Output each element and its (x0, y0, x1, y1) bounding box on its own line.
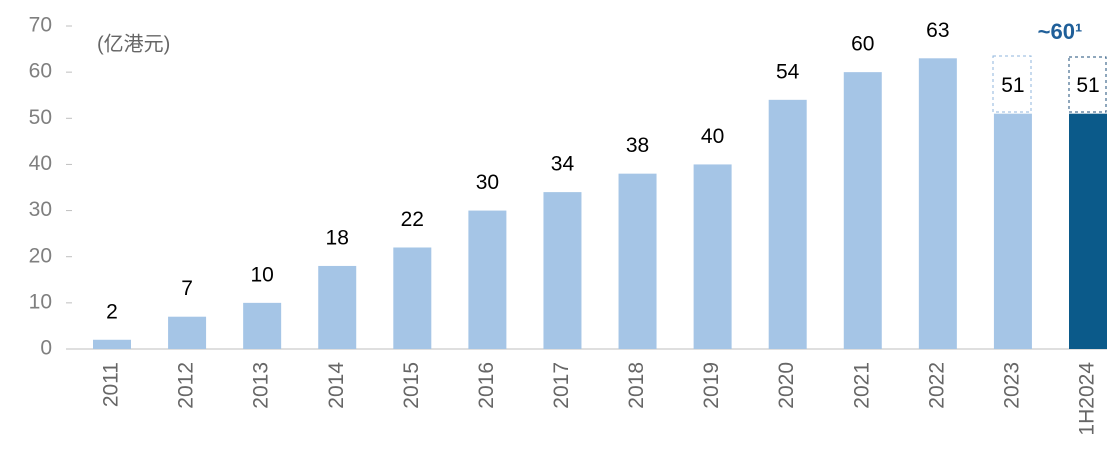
value-label: 40 (701, 125, 724, 148)
bar (243, 302, 282, 349)
bar (618, 173, 657, 349)
bar (693, 164, 732, 349)
bar (993, 113, 1032, 350)
value-label: 34 (551, 153, 575, 176)
value-label: 18 (326, 226, 349, 249)
x-tick-label: 2019 (700, 362, 723, 409)
x-tick-label: 2015 (400, 362, 423, 409)
value-label: 30 (476, 171, 499, 194)
x-tick-label: 2017 (550, 362, 573, 409)
estimate-box (992, 55, 1032, 113)
x-tick-label: 2023 (1000, 362, 1023, 409)
value-label: 38 (626, 134, 649, 157)
value-label: 7 (181, 277, 193, 300)
x-tick-label: 2018 (625, 362, 648, 409)
y-tick-label: 60 (29, 60, 52, 83)
y-tick-label: 20 (29, 244, 52, 267)
x-tick-label: 2012 (175, 362, 198, 409)
bar (918, 58, 957, 350)
x-tick-label: 2011 (100, 362, 123, 407)
unit-label: (亿港元) (97, 32, 170, 55)
value-label: 22 (401, 208, 424, 231)
y-tick-label: 70 (29, 14, 52, 37)
bar (393, 247, 432, 349)
y-tick-label: 40 (29, 152, 52, 175)
bar (1069, 113, 1107, 350)
x-tick-label: 2022 (925, 362, 948, 409)
y-tick-label: 0 (40, 337, 52, 360)
bar (543, 192, 582, 349)
x-tick-label: 1H2024 (1076, 362, 1099, 436)
annotation: ~60¹ (1038, 19, 1083, 44)
value-label: 2 (106, 300, 118, 323)
value-label: 54 (776, 60, 800, 83)
bar (768, 99, 807, 349)
x-tick-label: 2020 (775, 362, 798, 409)
value-label: 63 (926, 19, 949, 42)
value-label: 10 (250, 263, 273, 286)
value-label: 51 (1001, 74, 1024, 97)
value-label: 51 (1076, 74, 1099, 97)
x-tick-label: 2016 (475, 362, 498, 409)
bar (318, 265, 357, 349)
y-tick-label: 30 (29, 198, 52, 221)
x-tick-label: 2013 (250, 362, 273, 409)
bar (843, 72, 882, 350)
value-label: 60 (851, 33, 874, 56)
bar (168, 316, 207, 349)
estimate-box (1068, 56, 1107, 113)
x-tick-label: 2021 (850, 362, 873, 409)
bar (468, 210, 507, 349)
y-tick-label: 10 (29, 290, 52, 313)
bar (93, 339, 131, 349)
x-tick-label: 2014 (325, 362, 348, 409)
y-tick-label: 50 (29, 106, 52, 129)
